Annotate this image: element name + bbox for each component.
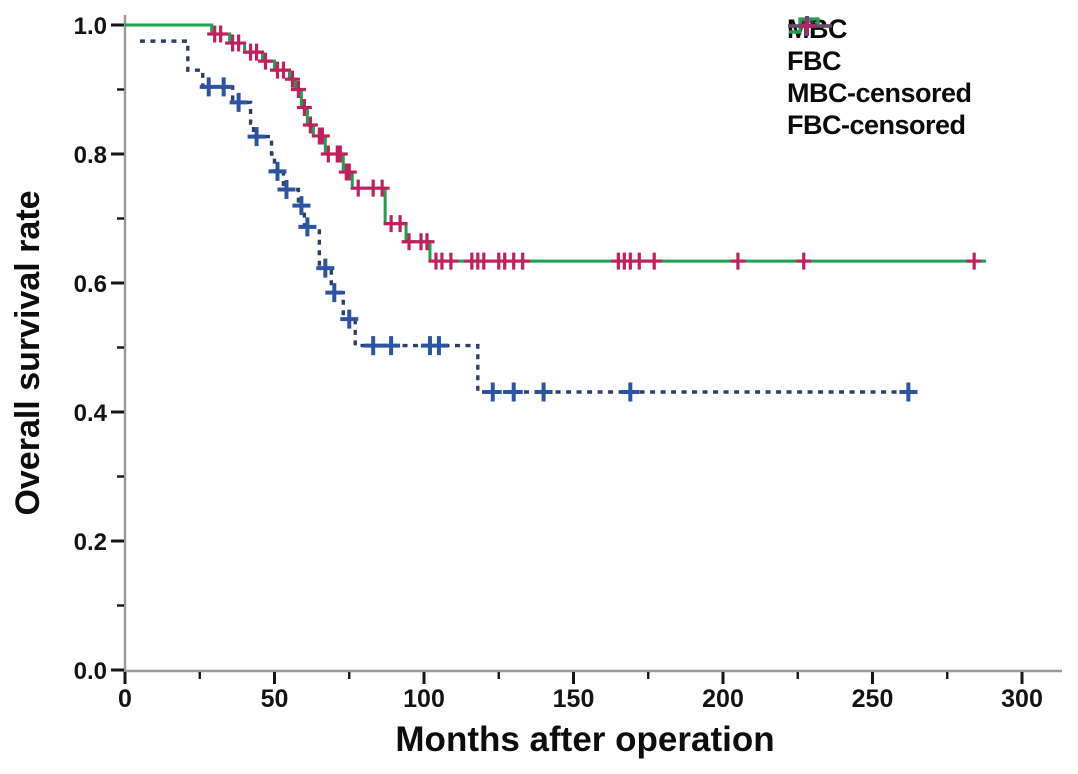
x-axis-title: Months after operation xyxy=(395,720,775,759)
legend: MBC FBC MBC-censored FBC-censored xyxy=(787,13,972,141)
curve-mbc xyxy=(139,39,918,394)
x-tick-label: 300 xyxy=(1001,685,1043,713)
fbc-sample-path xyxy=(789,17,820,34)
y-tick-label: 0.6 xyxy=(74,271,107,298)
y-tick-label: 0.4 xyxy=(74,400,108,427)
legend-item-mbc-censored: MBC-censored xyxy=(787,16,972,109)
y-tick-label: 0.8 xyxy=(74,142,107,169)
fbc-solid-line-icon xyxy=(789,17,820,34)
x-tick-label: 50 xyxy=(261,685,289,713)
y-tick-label: 0.2 xyxy=(74,529,107,556)
x-tick-label: 150 xyxy=(553,685,595,713)
x-tick-label: 0 xyxy=(118,685,132,713)
y-axis-title: Overall survival rate xyxy=(9,190,47,516)
y-tick-label: 0.0 xyxy=(74,658,107,685)
fbc-censored-cross-icon xyxy=(788,17,832,35)
mbc-sample-path xyxy=(789,20,818,34)
x-tick-label: 250 xyxy=(852,685,894,713)
legend-label-mbc-censored: MBC-censored xyxy=(787,78,972,108)
censor-marks xyxy=(199,25,982,402)
mbc-dashed-line-icon xyxy=(789,20,818,34)
x-tick-label: 100 xyxy=(403,685,445,713)
fbc-censored-sample-cross xyxy=(800,17,815,35)
legend-label-fbc: FBC xyxy=(787,46,842,76)
censor-marks-mbc xyxy=(199,77,918,402)
censor-marks-fbc xyxy=(207,25,982,270)
legend-item-fbc-censored: FBC-censored xyxy=(787,17,972,141)
tick-labels: 0.0 0.2 0.4 0.6 0.8 1.0 0 50 100 150 200 250 300 xyxy=(74,13,1043,713)
y-tick-label: 1.0 xyxy=(74,13,107,40)
axes xyxy=(111,15,1062,684)
legend-label-fbc-censored: FBC-censored xyxy=(787,110,966,140)
x-tick-label: 200 xyxy=(702,685,744,713)
legend-item-fbc: FBC xyxy=(787,17,972,77)
